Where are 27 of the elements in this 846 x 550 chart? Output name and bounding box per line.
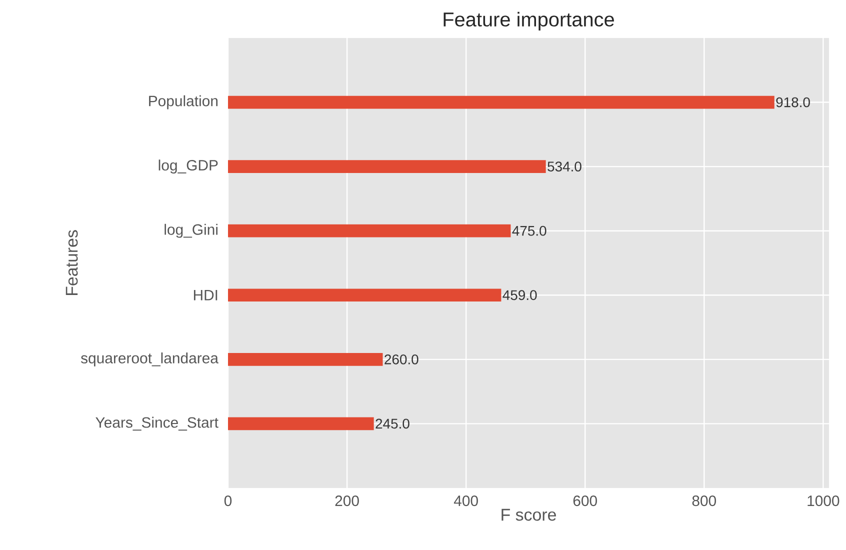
y-tick-label: log_Gini — [164, 224, 218, 238]
bar — [228, 417, 374, 430]
y-tick-label: HDI — [194, 290, 218, 300]
y-tick-label: squareroot_landarea — [80, 352, 218, 366]
y-tick-label: Population — [149, 95, 218, 110]
bar — [228, 288, 502, 302]
bar — [228, 352, 383, 366]
data-label: 245.0 — [376, 418, 410, 429]
x-tick-label: 800 — [692, 496, 716, 506]
data-label: 260.0 — [384, 354, 418, 364]
y-tick-label: Years_Since_Start — [96, 416, 218, 431]
data-label: 475.0 — [512, 226, 546, 236]
y-tick-label: log_GDP — [158, 160, 218, 174]
x-tick-label: 1000 — [808, 496, 840, 506]
x-axis-title: F score — [502, 508, 556, 521]
x-tick-label: 0 — [224, 496, 232, 506]
x-tick-label: 600 — [573, 496, 597, 506]
bar — [228, 224, 511, 238]
chart-title: Feature importance — [444, 12, 614, 30]
bar — [228, 96, 774, 109]
data-label: 459.0 — [502, 290, 537, 300]
bar — [228, 160, 546, 173]
x-tick-label: 200 — [335, 496, 359, 506]
y-axis-title: Features — [66, 230, 78, 296]
data-label: 918.0 — [776, 97, 810, 108]
data-label: 534.0 — [548, 162, 582, 172]
x-tick-label: 400 — [454, 496, 478, 506]
